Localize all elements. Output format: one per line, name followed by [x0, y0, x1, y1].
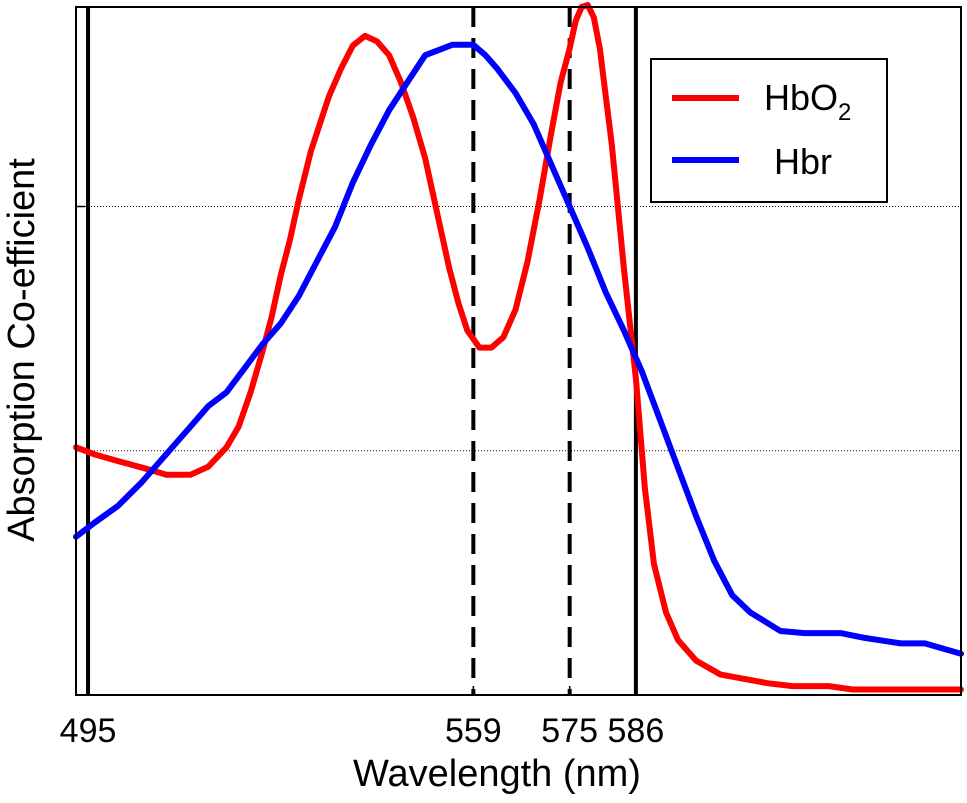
x-tick-label-495: 495: [60, 712, 117, 750]
x-tick-label-575: 575: [541, 712, 598, 750]
legend-label-hbr: Hbr: [774, 141, 832, 182]
x-tick-label-559: 559: [445, 712, 502, 750]
series-line-hbo2: [73, 1, 964, 693]
legend-label-hbo2-main: HbO: [764, 77, 838, 118]
series-line-hbr: [73, 41, 964, 657]
legend-label-hbo2: HbO2: [764, 77, 851, 126]
y-axis-title: Absorption Co-efficient: [1, 158, 43, 542]
x-axis-title: Wavelength (nm): [353, 753, 641, 795]
series-group: [73, 1, 964, 693]
x-ticks: [87, 686, 637, 695]
plot-frame: [75, 6, 962, 696]
x-tick-labels: 495 559 575 586: [60, 712, 665, 750]
legend: HbO2 Hbr: [650, 58, 888, 203]
x-tick-label-586: 586: [608, 712, 665, 750]
legend-box: [650, 58, 888, 203]
legend-label-hbo2-subscript: 2: [838, 99, 851, 126]
